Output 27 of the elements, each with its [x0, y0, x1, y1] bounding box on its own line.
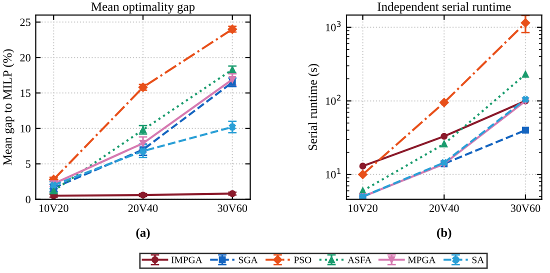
legend-label: SGA — [238, 256, 258, 264]
legend-label: IMPGA — [171, 256, 202, 264]
y-tick-label: 10$^{1}$ — [326, 168, 341, 178]
chart-title: Independent serial runtime — [378, 2, 511, 14]
x-axis-title: (b) — [437, 228, 452, 240]
x-tick-label: 20V40 — [128, 204, 158, 212]
y-tick-label: 15 — [20, 89, 30, 97]
x-tick-label: 30V60 — [510, 204, 540, 212]
y-tick-label: 10 — [20, 124, 30, 132]
x-tick-label: 10V20 — [348, 204, 378, 212]
x-tick-label: 20V40 — [429, 204, 459, 212]
legend-label: MPGA — [408, 256, 436, 264]
chart-title: Mean optimality gap — [91, 2, 195, 14]
legend-label: PSO — [294, 256, 312, 264]
y-tick-label: 25 — [20, 18, 30, 26]
y-axis-title: Serial runtime (s) — [308, 64, 320, 150]
y-axis-title: Mean gap to MILP (%) — [2, 49, 14, 166]
x-tick-label: 10V20 — [39, 204, 68, 212]
x-axis-title: (a) — [136, 228, 150, 240]
x-tick-label: 30V60 — [218, 204, 248, 212]
legend-label: SA — [472, 256, 484, 264]
y-tick-label: 5 — [26, 160, 30, 168]
y-tick-label: 0 — [26, 196, 30, 204]
legend-label: ASFA — [348, 256, 372, 264]
y-tick-label: 20 — [20, 54, 30, 62]
y-tick-label: 10$^{3}$ — [326, 21, 341, 32]
y-tick-label: 10$^{2}$ — [326, 94, 340, 105]
